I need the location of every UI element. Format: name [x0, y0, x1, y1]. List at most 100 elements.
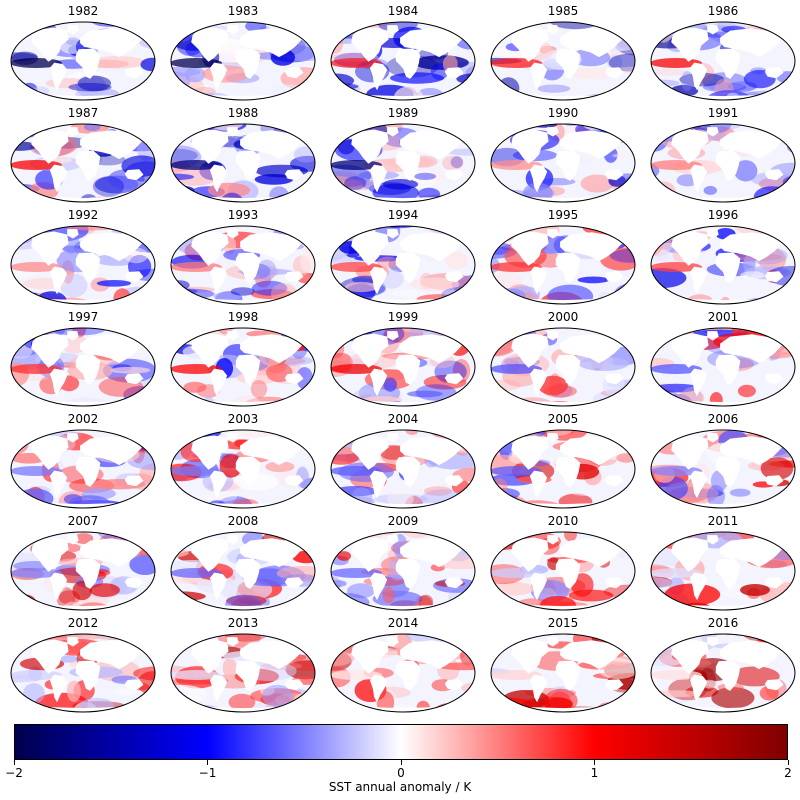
year-title: 2010: [547, 514, 579, 528]
colorbar-tick-mark: [787, 760, 789, 765]
map-outline: [10, 633, 156, 713]
sst-anomaly-map: [330, 531, 476, 611]
sst-anomaly-map: [170, 327, 316, 407]
year-title: 1993: [227, 208, 259, 222]
sst-anomaly-map: [650, 531, 796, 611]
year-panel: 1984: [328, 4, 478, 104]
sst-anomaly-map: [330, 225, 476, 305]
map-outline: [330, 327, 476, 407]
sst-anomaly-map: [330, 21, 476, 101]
year-title: 1984: [387, 4, 419, 18]
map-outline: [170, 531, 316, 611]
map-outline: [330, 21, 476, 101]
year-title: 2016: [707, 616, 739, 630]
year-panel: 2007: [8, 514, 158, 614]
map-outline: [490, 633, 636, 713]
map-outline: [490, 531, 636, 611]
colorbar-tick-label: 2: [784, 766, 792, 780]
year-panel: 1998: [168, 310, 318, 410]
year-panel: 2015: [488, 616, 638, 716]
year-panel: 2005: [488, 412, 638, 512]
year-panel: 1990: [488, 106, 638, 206]
map-outline: [650, 633, 796, 713]
year-title: 1997: [67, 310, 99, 324]
map-outline: [10, 429, 156, 509]
year-title: 1982: [67, 4, 99, 18]
year-title: 1991: [707, 106, 739, 120]
sst-anomaly-map: [650, 327, 796, 407]
year-title: 2007: [67, 514, 99, 528]
sst-anomaly-map: [490, 429, 636, 509]
sst-anomaly-map: [330, 633, 476, 713]
year-panels-grid: 1982 1983 1984 1985 1986 1987 1988 1989 1990 1991…: [8, 4, 798, 713]
year-title: 2011: [707, 514, 739, 528]
year-panel: 1995: [488, 208, 638, 308]
year-panel: 1983: [168, 4, 318, 104]
year-panel: 2013: [168, 616, 318, 716]
colorbar-tick-label: −2: [5, 766, 23, 780]
map-outline: [650, 21, 796, 101]
year-title: 1987: [67, 106, 99, 120]
year-panel: 1989: [328, 106, 478, 206]
sst-anomaly-map: [330, 327, 476, 407]
sst-anomaly-map: [490, 225, 636, 305]
map-outline: [10, 225, 156, 305]
year-title: 1994: [387, 208, 419, 222]
map-outline: [10, 531, 156, 611]
map-outline: [10, 21, 156, 101]
year-panel: 1993: [168, 208, 318, 308]
sst-anomaly-map: [490, 633, 636, 713]
sst-anomaly-map: [490, 123, 636, 203]
map-outline: [170, 123, 316, 203]
sst-anomaly-map: [10, 327, 156, 407]
map-outline: [10, 327, 156, 407]
sst-anomaly-map: [490, 531, 636, 611]
year-title: 1990: [547, 106, 579, 120]
year-title: 1995: [547, 208, 579, 222]
sst-anomaly-map: [10, 633, 156, 713]
year-title: 2009: [387, 514, 419, 528]
year-panel: 2011: [648, 514, 798, 614]
year-title: 1988: [227, 106, 259, 120]
year-title: 1999: [387, 310, 419, 324]
map-outline: [170, 225, 316, 305]
sst-anomaly-map: [170, 123, 316, 203]
year-title: 1989: [387, 106, 419, 120]
year-title: 2013: [227, 616, 259, 630]
year-panel: 2016: [648, 616, 798, 716]
year-panel: 1996: [648, 208, 798, 308]
year-panel: 2010: [488, 514, 638, 614]
sst-anomaly-map: [10, 21, 156, 101]
colorbar-tick-mark: [13, 760, 15, 765]
map-outline: [330, 633, 476, 713]
year-title: 2014: [387, 616, 419, 630]
year-title: 2003: [227, 412, 259, 426]
colorbar: [14, 724, 788, 760]
year-panel: 2014: [328, 616, 478, 716]
year-panel: 2003: [168, 412, 318, 512]
year-panel: 1994: [328, 208, 478, 308]
map-outline: [490, 225, 636, 305]
year-title: 2001: [707, 310, 739, 324]
year-title: 2015: [547, 616, 579, 630]
sst-anomaly-map: [490, 327, 636, 407]
colorbar-tick-mark: [207, 760, 208, 765]
year-title: 1986: [707, 4, 739, 18]
year-title: 1992: [67, 208, 99, 222]
map-outline: [490, 21, 636, 101]
year-panel: 2008: [168, 514, 318, 614]
map-outline: [490, 327, 636, 407]
sst-anomaly-map: [490, 21, 636, 101]
sst-anomaly-map: [170, 225, 316, 305]
map-outline: [650, 531, 796, 611]
year-panel: 1988: [168, 106, 318, 206]
colorbar-tick-mark: [400, 760, 402, 765]
year-panel: 1991: [648, 106, 798, 206]
map-outline: [650, 225, 796, 305]
map-outline: [650, 123, 796, 203]
year-panel: 1987: [8, 106, 158, 206]
year-panel: 1982: [8, 4, 158, 104]
map-outline: [170, 21, 316, 101]
sst-anomaly-map: [650, 123, 796, 203]
sst-anomaly-map: [170, 21, 316, 101]
